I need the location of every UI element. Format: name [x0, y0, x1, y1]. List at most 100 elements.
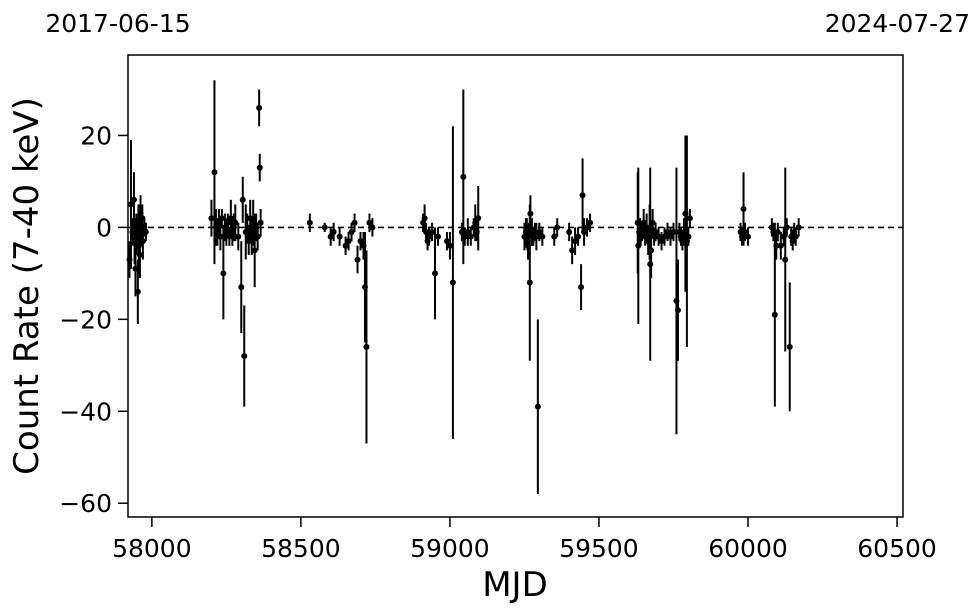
- data-point: [682, 210, 689, 217]
- data-point: [534, 403, 541, 410]
- data-point: [221, 224, 228, 231]
- data-point: [351, 219, 358, 226]
- data-point: [215, 219, 222, 226]
- data-point: [336, 233, 343, 240]
- data-point: [131, 238, 138, 245]
- data-point: [348, 228, 355, 235]
- data-point: [423, 228, 430, 235]
- data-point: [791, 228, 798, 235]
- data-point: [640, 219, 647, 226]
- data-point: [239, 196, 246, 203]
- data-point: [446, 242, 453, 249]
- data-point: [460, 173, 467, 180]
- data-point: [782, 256, 789, 263]
- data-point: [531, 228, 538, 235]
- data-point: [464, 228, 471, 235]
- data-point: [142, 228, 149, 235]
- data-point: [227, 215, 234, 222]
- data-point: [740, 206, 747, 212]
- data-point: [786, 343, 793, 350]
- data-point: [673, 297, 680, 304]
- data-point: [572, 238, 579, 245]
- data-point: [587, 219, 594, 226]
- data-point: [256, 104, 263, 111]
- x-tick-label: 59500: [559, 534, 639, 563]
- data-point: [242, 228, 249, 235]
- y-tick-label: 0: [96, 213, 112, 242]
- data-point: [327, 233, 334, 240]
- data-point: [461, 233, 468, 240]
- data-point: [554, 224, 561, 231]
- data-point: [685, 233, 692, 240]
- data-point: [679, 238, 686, 245]
- data-point: [256, 164, 263, 171]
- data-point: [254, 233, 261, 240]
- data-point: [788, 233, 795, 240]
- data-point: [229, 228, 236, 235]
- x-tick-label: 58000: [112, 534, 192, 563]
- data-point: [661, 233, 668, 240]
- x-tick-label: 58500: [261, 534, 341, 563]
- data-point: [525, 242, 532, 249]
- y-axis-label: Count Rate (7-40 keV): [7, 97, 47, 475]
- data-point: [676, 228, 683, 235]
- data-point: [330, 228, 337, 235]
- data-point: [345, 238, 352, 245]
- data-point: [539, 233, 546, 240]
- data-point: [257, 219, 264, 226]
- data-point: [432, 270, 439, 277]
- data-point: [648, 247, 655, 254]
- y-axis-ticks: −60 −40 −20 0 20: [59, 121, 128, 518]
- data-point: [645, 238, 652, 245]
- data-point: [774, 228, 781, 235]
- data-point: [232, 219, 239, 226]
- data-point: [223, 228, 230, 235]
- data-point: [780, 233, 787, 240]
- data-point: [133, 224, 140, 231]
- data-point: [792, 233, 799, 240]
- data-point: [342, 242, 349, 249]
- data-point: [655, 233, 662, 240]
- data-point: [527, 210, 534, 217]
- data-point: [526, 279, 533, 286]
- data-point: [132, 265, 139, 272]
- data-markers: [126, 104, 802, 410]
- data-point: [139, 238, 146, 245]
- data-point: [651, 233, 658, 240]
- top-left-date-label: 2017-06-15: [45, 9, 190, 38]
- y-tick-label: −20: [59, 305, 112, 334]
- data-point: [667, 233, 674, 240]
- data-point: [649, 219, 656, 226]
- data-point: [360, 242, 367, 249]
- data-point: [357, 238, 364, 245]
- data-point: [771, 311, 778, 318]
- data-point: [220, 270, 227, 277]
- data-point: [250, 219, 257, 226]
- data-point: [321, 224, 328, 231]
- data-point: [575, 233, 582, 240]
- data-point: [235, 233, 242, 240]
- data-point: [551, 233, 558, 240]
- data-point: [658, 238, 665, 245]
- data-point: [224, 219, 231, 226]
- data-point: [426, 233, 433, 240]
- data-point: [524, 238, 531, 245]
- data-point: [584, 224, 591, 231]
- data-point: [363, 343, 370, 350]
- data-point: [366, 219, 373, 226]
- data-point: [212, 224, 219, 231]
- data-point: [536, 228, 543, 235]
- data-point: [739, 233, 746, 240]
- data-point: [635, 242, 642, 249]
- data-point: [674, 307, 681, 314]
- data-point: [435, 233, 441, 240]
- data-point: [742, 228, 749, 235]
- plot-frame: [127, 54, 904, 518]
- data-point: [361, 284, 368, 291]
- data-point: [581, 228, 588, 235]
- data-point: [226, 233, 233, 240]
- data-point: [578, 284, 585, 291]
- x-axis-ticks: 58000 58500 59000 59500 60000 60500: [112, 517, 937, 563]
- data-point: [523, 224, 530, 231]
